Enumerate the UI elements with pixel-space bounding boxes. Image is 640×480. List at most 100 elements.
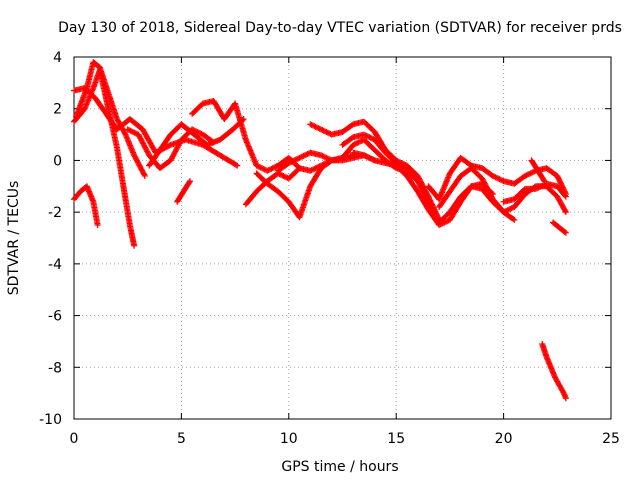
data-point [254,163,261,170]
data-point [285,160,292,167]
data-point [370,156,377,163]
data-point [308,167,315,174]
data-point [194,128,201,135]
x-tick-label: 25 [602,431,620,447]
data-point [489,172,496,179]
data-point [253,162,260,169]
data-point [360,131,367,138]
data-point [367,155,374,162]
x-tick-label: 5 [177,431,186,447]
data-point [268,165,275,172]
data-point [527,170,534,177]
data-point [352,140,359,147]
data-point [491,173,498,180]
data-point [323,154,330,161]
y-tick-label: -6 [48,309,62,325]
data-point [369,135,376,142]
data-point [503,207,510,214]
data-point [292,156,299,163]
data-point [313,164,320,171]
data-point [300,152,307,159]
data-point [124,126,131,133]
grid-lines [74,57,611,419]
data-point [350,141,357,148]
data-point [444,218,451,225]
data-point [495,175,502,182]
x-tick-label: 10 [280,431,298,447]
data-point [356,138,363,145]
data-point [257,164,264,171]
data-point [526,171,533,178]
data-point [293,156,300,163]
y-tick-label: 2 [53,102,62,118]
data-point [523,172,530,179]
y-tick-label: -10 [39,412,62,428]
data-point [534,185,541,192]
data-point [281,173,288,180]
data-point [365,154,372,161]
data-point [316,125,323,132]
y-tick-label: -4 [48,257,62,273]
data-point [288,158,295,165]
y-tick-label: -8 [48,360,62,376]
data-point [367,134,374,141]
data-point [326,156,333,163]
data-point [535,184,542,191]
series-sat-r [528,157,548,185]
data-point [309,122,316,129]
data-point [256,163,263,170]
axis-ticks: 0 5 10 15 20 25 -10 -8 -6 -4 -2 0 2 4 [39,50,620,447]
y-tick-label: -2 [48,205,62,221]
data-point [141,171,148,178]
data-point [561,228,568,235]
data-point [311,165,318,172]
data-point [493,174,500,181]
data-point [195,129,202,136]
data-point [496,176,503,183]
data-point [132,130,139,137]
chart-title: Day 130 of 2018, Sidereal Day-to-day VTE… [58,20,622,36]
data-point [315,125,322,132]
data-point [261,166,268,173]
data-point [536,183,543,190]
series-sat-a [71,66,138,249]
data-point [258,165,265,172]
data-point [561,192,568,199]
series-sat-d [71,183,101,229]
data-points [71,59,569,402]
data-point [312,165,319,172]
data-point [279,172,286,179]
data-point [265,167,272,174]
data-point [326,130,333,137]
data-point [324,155,331,162]
data-point [320,153,327,160]
data-point [369,156,376,163]
data-point [508,205,515,212]
series-sat-c [71,85,241,169]
data-point [289,158,296,165]
data-point [354,139,361,146]
data-point [562,395,569,402]
data-point [296,154,303,161]
data-point [303,151,310,158]
data-point [322,128,329,135]
data-point [272,163,279,170]
data-point [277,171,284,178]
data-point [438,220,445,227]
plot-frame [73,56,612,420]
data-point [186,179,193,186]
data-point [131,242,138,249]
data-point [511,216,518,223]
data-point [539,182,546,189]
data-point [362,132,369,139]
y-tick-label: 0 [53,153,62,169]
data-point [299,153,306,160]
data-point [131,129,138,136]
data-point [497,176,504,183]
data-point [366,134,373,141]
data-point [562,207,569,214]
data-point [127,127,134,134]
data-point [297,154,304,161]
data-point [312,123,319,130]
data-point [271,164,278,171]
